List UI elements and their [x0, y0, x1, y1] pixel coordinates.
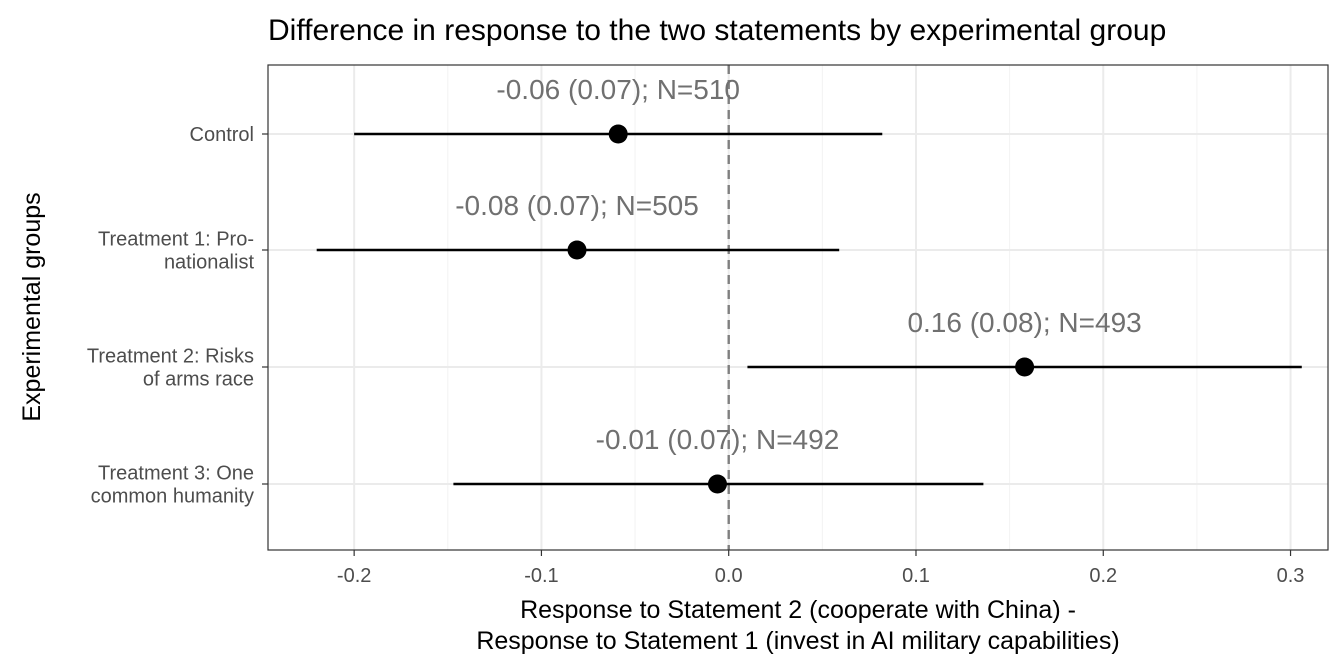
- y-group-label: Treatment 1: Pro-: [98, 229, 254, 251]
- y-group-label: Treatment 3: One: [98, 463, 254, 485]
- chart-title: Difference in response to the two statem…: [268, 14, 1166, 47]
- x-tick-label: -0.1: [524, 565, 558, 587]
- y-group-label: of arms race: [143, 369, 254, 391]
- x-tick-label: 0.2: [1089, 565, 1117, 587]
- y-axis: Control Treatment 1: Pro-nationalist Treat…: [87, 124, 268, 508]
- estimate-point: [608, 124, 628, 144]
- y-group-label: common humanity: [91, 486, 254, 508]
- x-tick-label: 0.0: [715, 565, 743, 587]
- estimate-point: [707, 474, 727, 494]
- y-group-label: nationalist: [164, 252, 255, 274]
- x-axis-title-line-1: Response to Statement 2 (cooperate with …: [520, 596, 1076, 624]
- estimate-annotation: 0.16 (0.08); N=493: [907, 307, 1141, 338]
- x-tick-label: -0.2: [337, 565, 371, 587]
- plot-panel-background: [268, 65, 1328, 550]
- data-marks: -0.06 (0.07); N=510 -0.08 (0.07); N=505 0.…: [316, 74, 1302, 494]
- x-tick-label: 0.1: [902, 565, 930, 587]
- y-group-label: Control: [190, 124, 254, 146]
- estimate-point: [567, 240, 587, 260]
- estimate-point: [1015, 357, 1035, 377]
- x-axis: -0.2 -0.1 0.0 0.1 0.2 0.3: [337, 550, 1305, 587]
- x-axis-title-line-2: Response to Statement 1 (invest in AI mi…: [476, 627, 1119, 655]
- x-tick-label: 0.3: [1277, 565, 1305, 587]
- estimate-annotation: -0.06 (0.07); N=510: [496, 74, 740, 105]
- estimate-annotation: -0.08 (0.07); N=505: [455, 190, 699, 221]
- y-group-label: Treatment 2: Risks: [87, 346, 254, 368]
- estimate-annotation: -0.01 (0.07); N=492: [596, 424, 840, 455]
- y-axis-title: Experimental groups: [18, 192, 46, 421]
- plot-panel-border: [267, 64, 1329, 551]
